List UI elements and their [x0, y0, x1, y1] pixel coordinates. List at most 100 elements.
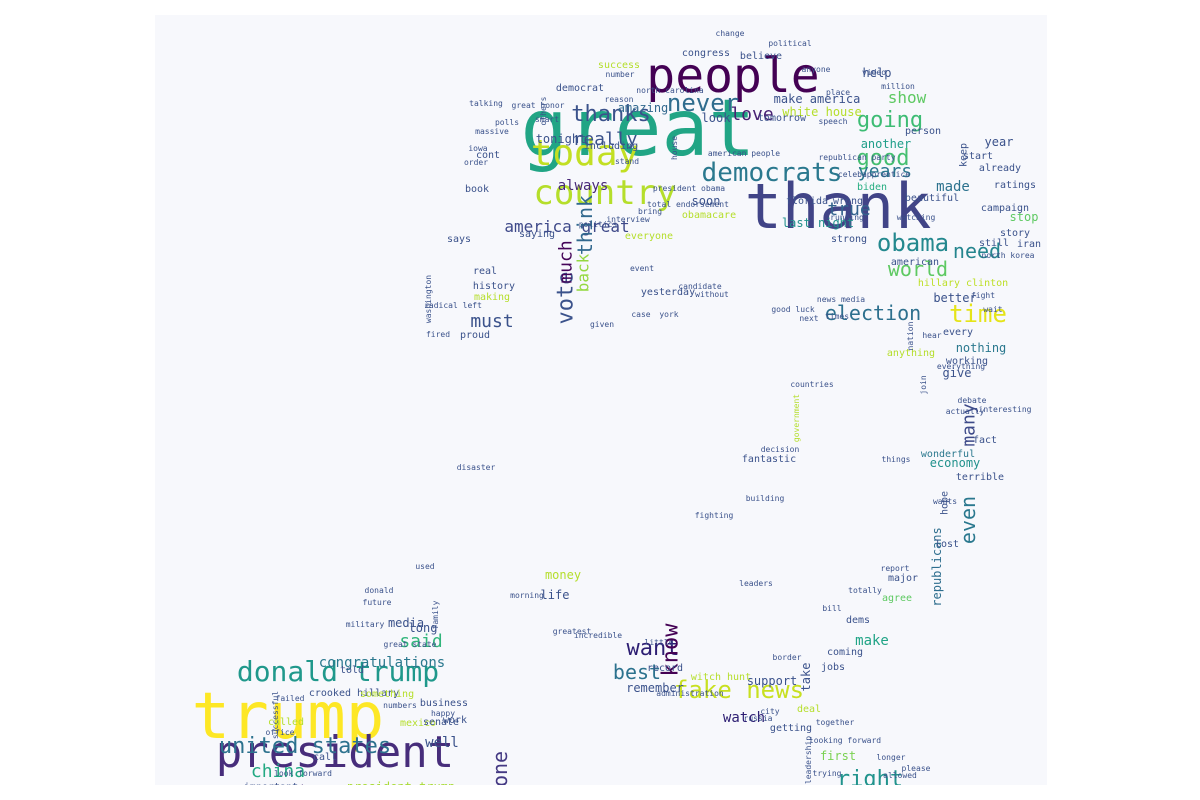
cloud-word-saying: saying [519, 229, 555, 240]
cloud-word-donald: donald [365, 586, 394, 595]
cloud-word-last-night: last night [782, 216, 854, 230]
cloud-word-happy: happy [431, 709, 455, 718]
cloud-word-true: true [827, 199, 870, 220]
cloud-word-join: join [919, 375, 928, 394]
cloud-word-yesterday: yesterday [641, 287, 695, 298]
cloud-word-better: better [933, 291, 976, 305]
cloud-word-bring: bring [638, 207, 662, 216]
cloud-word-donald-trump: donald trump [237, 655, 439, 688]
cloud-word-look-forward: look forward [274, 769, 332, 778]
cloud-word-important: important [244, 782, 298, 785]
cloud-word-number: number [606, 70, 635, 79]
cloud-word-keep: keep [959, 143, 970, 167]
cloud-word-even: even [956, 496, 980, 544]
cloud-word-fighting: fighting [695, 511, 734, 520]
cloud-word-years: years [858, 161, 912, 182]
cloud-word-fantastic: fantastic [742, 454, 796, 465]
cloud-word-without: without [695, 290, 729, 299]
cloud-word-best: best [613, 660, 661, 684]
cloud-word-change: change [716, 29, 745, 38]
cloud-word-year: year [985, 135, 1014, 149]
cloud-word-real: real [473, 266, 497, 277]
cloud-word-called: called [268, 717, 304, 728]
cloud-word-anything: anything [887, 348, 935, 359]
cloud-word-political: political [768, 39, 812, 48]
cloud-word-actually: actually [946, 407, 985, 416]
cloud-word-obamacare: obamacare [682, 210, 736, 221]
cloud-word-polls: polls [495, 118, 519, 127]
cloud-word-house: house [670, 136, 679, 160]
cloud-word-disaster: disaster [457, 463, 496, 472]
cloud-word-book: book [465, 184, 489, 195]
cloud-word-cont: cont [476, 150, 500, 161]
cloud-word-ratings: ratings [994, 180, 1036, 191]
cloud-word-florida: florida [786, 196, 828, 207]
cloud-word-vote: vote [554, 272, 579, 325]
cloud-word-video: video [862, 68, 886, 77]
cloud-word-know: know [659, 623, 684, 677]
cloud-word-witch-hunt: witch hunt [691, 672, 751, 683]
cloud-word-done: done [488, 751, 512, 785]
cloud-word-believe: believe [740, 51, 782, 62]
cloud-word-things: things [882, 455, 911, 464]
cloud-word-world: world [888, 257, 948, 281]
cloud-word-russia: russia [744, 714, 773, 723]
cloud-word-record: record [647, 663, 683, 674]
cloud-word-says: says [447, 234, 471, 245]
cloud-word-smart: smart [535, 115, 559, 124]
cloud-word-failed: failed [276, 694, 305, 703]
cloud-word-news-media: news media [817, 295, 865, 304]
cloud-word-republican-party: republican party [818, 153, 895, 162]
cloud-word-wants: wants [933, 497, 957, 506]
cloud-word-fact: fact [973, 435, 997, 446]
cloud-word-white-house: white house [782, 105, 861, 119]
cloud-word-please: please [902, 764, 931, 773]
cloud-word-together: together [816, 718, 855, 727]
cloud-word-already: already [979, 163, 1021, 174]
cloud-word-need: need [953, 239, 1001, 263]
cloud-word-jobs: jobs [821, 662, 845, 673]
cloud-word-politics: politics [579, 220, 618, 229]
cloud-word-city: city [760, 707, 779, 716]
cloud-word-much: much [555, 240, 576, 283]
cloud-word-always: always [558, 178, 609, 194]
cloud-word-trying: trying [813, 769, 842, 778]
cloud-word-fight: fight [971, 291, 995, 300]
cloud-word-mexico: mexico [400, 718, 436, 729]
cloud-word-fake-news: fake news [674, 676, 804, 704]
cloud-word-stand: stand [615, 157, 639, 166]
cloud-word-future: future [363, 598, 392, 607]
cloud-word-americans: americans [464, 784, 529, 785]
cloud-word-hillary-clinton: hillary clinton [918, 278, 1008, 289]
cloud-word-business: business [420, 698, 468, 709]
cloud-word-told: told [340, 665, 364, 676]
cloud-word-help: help [863, 66, 892, 80]
cloud-word-strong: strong [831, 234, 867, 245]
cloud-word-office: office [266, 728, 295, 737]
cloud-word-obama: obama [877, 229, 949, 257]
cloud-word-anyone: anyone [802, 65, 831, 74]
cloud-word-wonderful: wonderful [921, 449, 975, 460]
cloud-word-watching: watching [897, 213, 936, 222]
cloud-word-time: time [949, 300, 1007, 328]
cloud-word-republicans: republicans [930, 527, 944, 606]
cloud-word-stop: stop [1010, 210, 1039, 224]
cloud-word-said: said [399, 631, 442, 652]
cloud-word-still: still [979, 238, 1009, 249]
cloud-word-democrat: democrat [556, 83, 604, 94]
cloud-word-thanks: thanks [571, 102, 650, 127]
cloud-word-people: people [646, 48, 819, 104]
cloud-word-others: others [539, 96, 548, 125]
cloud-word-watch: watch [723, 710, 765, 726]
cloud-word-crooked-hillary: crooked hillary [309, 688, 399, 699]
cloud-word-look: look [702, 111, 732, 125]
cloud-word-coming: coming [827, 647, 863, 658]
cloud-word-country: country [533, 173, 676, 213]
cloud-word-incredible: incredible [574, 631, 622, 640]
cloud-word-good-luck: good luck [771, 305, 815, 314]
cloud-word-make-america: make america [774, 92, 861, 106]
cloud-word-reason: reason [605, 95, 634, 104]
cloud-word-another: another [861, 137, 912, 151]
cloud-word-tonight: tonight [536, 132, 587, 146]
